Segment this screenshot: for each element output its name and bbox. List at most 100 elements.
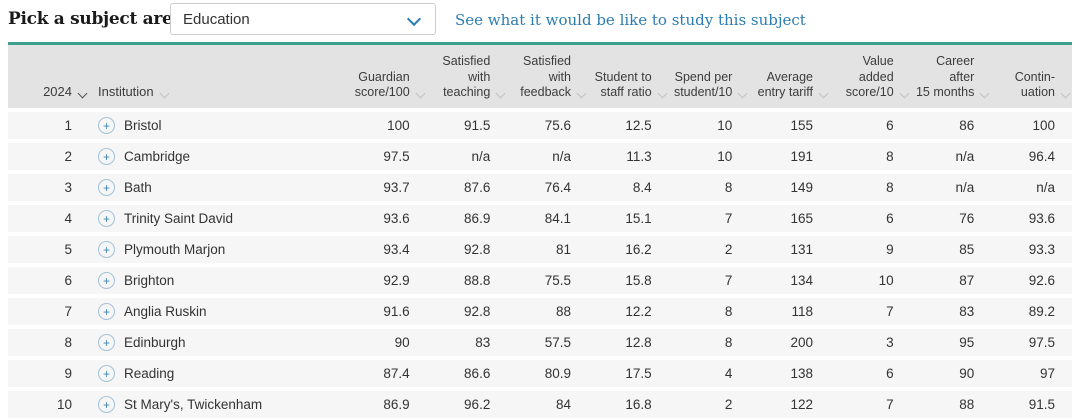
institution-name: Trinity Saint David bbox=[124, 211, 234, 226]
value-cell: 16.8 bbox=[625, 397, 652, 412]
institution-name: Anglia Ruskin bbox=[124, 304, 207, 319]
value-cell: 8 bbox=[724, 180, 733, 195]
value-cell: 95 bbox=[959, 335, 975, 350]
expand-plus-icon[interactable]: + bbox=[98, 365, 115, 382]
value-cell: 87 bbox=[959, 273, 975, 288]
value-cell: 96.2 bbox=[464, 397, 491, 412]
column-header-satisfied-with-feedback[interactable]: Satisfied with feedback bbox=[507, 54, 588, 108]
column-header-contin-uation[interactable]: Contin- uation bbox=[991, 70, 1072, 109]
value-cell: n/a bbox=[955, 180, 975, 195]
value-cell: 100 bbox=[387, 118, 410, 133]
expand-plus-icon[interactable]: + bbox=[98, 179, 115, 196]
table-row: 10 + St Mary's, Twickenham 86.9 96.2 84 16.8 2 1… bbox=[8, 391, 1072, 418]
table-row: 1 + Bristol 100 91.5 75.6 12.5 10 155 6 86 100 bbox=[8, 112, 1072, 139]
column-header-career-after-15-months[interactable]: Career after 15 months bbox=[911, 54, 992, 108]
column-header-label: Guardian score/100 bbox=[354, 69, 410, 99]
column-header-label: Value added score/10 bbox=[845, 54, 894, 99]
rank-cell: 2 bbox=[64, 149, 72, 164]
institution-name: Plymouth Marjon bbox=[124, 242, 226, 257]
value-cell: 92.6 bbox=[1028, 273, 1055, 288]
value-cell: 57.5 bbox=[544, 335, 571, 350]
table-header-row: 2024 Institution Guardian score/100 Satis… bbox=[8, 45, 1072, 108]
subject-dropdown[interactable]: Education bbox=[170, 3, 436, 35]
value-cell: 85 bbox=[959, 242, 975, 257]
institution-name: Cambridge bbox=[124, 149, 191, 164]
value-cell: 97.5 bbox=[1028, 335, 1055, 350]
column-header-year[interactable]: 2024 bbox=[8, 84, 88, 108]
value-cell: 149 bbox=[790, 180, 813, 195]
value-cell: 87.4 bbox=[383, 366, 410, 381]
value-cell: 92.8 bbox=[464, 304, 491, 319]
value-cell: 118 bbox=[791, 304, 813, 319]
expand-plus-icon[interactable]: + bbox=[98, 303, 115, 320]
value-cell: 12.5 bbox=[625, 118, 652, 133]
column-header-label: Satisfied with feedback bbox=[520, 54, 571, 99]
value-cell: 96.4 bbox=[1028, 149, 1055, 164]
expand-plus-icon[interactable]: + bbox=[98, 117, 115, 134]
chevron-down-icon bbox=[406, 11, 422, 27]
column-header-label: Satisfied with teaching bbox=[442, 54, 491, 99]
value-cell: 84 bbox=[555, 397, 571, 412]
column-header-student-to-staff-ratio[interactable]: Student to staff ratio bbox=[588, 70, 669, 109]
institution-cell: + Bristol bbox=[88, 117, 346, 134]
subject-picker-label: Pick a subject area bbox=[8, 9, 184, 29]
sort-chevron-icon bbox=[495, 88, 506, 99]
institution-name: Brighton bbox=[124, 273, 175, 288]
value-cell: 83 bbox=[475, 335, 491, 350]
value-cell: 200 bbox=[790, 335, 813, 350]
rank-cell: 5 bbox=[64, 242, 72, 257]
institution-cell: + Trinity Saint David bbox=[88, 210, 346, 227]
value-cell: 3 bbox=[886, 335, 894, 350]
value-cell: 134 bbox=[790, 273, 813, 288]
value-cell: 75.5 bbox=[544, 273, 571, 288]
column-header-guardian-score-100[interactable]: Guardian score/100 bbox=[346, 70, 427, 109]
rank-cell: 4 bbox=[64, 211, 72, 226]
rank-cell: 3 bbox=[64, 180, 72, 195]
expand-plus-icon[interactable]: + bbox=[98, 148, 115, 165]
institution-cell: + Edinburgh bbox=[88, 334, 346, 351]
sort-chevron-icon bbox=[899, 88, 910, 99]
expand-plus-icon[interactable]: + bbox=[98, 272, 115, 289]
study-subject-link[interactable]: See what it would be like to study this … bbox=[455, 11, 806, 29]
value-cell: 93.6 bbox=[383, 211, 410, 226]
subject-picker-bar: Pick a subject area Education See what i… bbox=[0, 0, 1080, 42]
league-table: 2024 Institution Guardian score/100 Satis… bbox=[8, 45, 1072, 418]
column-header-institution[interactable]: Institution bbox=[88, 84, 346, 108]
institution-name: Bristol bbox=[124, 118, 162, 133]
value-cell: 11.3 bbox=[626, 149, 652, 164]
column-header-label: Average entry tariff bbox=[757, 69, 813, 99]
sort-chevron-icon bbox=[159, 88, 170, 99]
value-cell: 12.8 bbox=[625, 335, 652, 350]
value-cell: 93.4 bbox=[383, 242, 410, 257]
sort-chevron-icon bbox=[1060, 88, 1071, 99]
institution-cell: + Reading bbox=[88, 365, 346, 382]
expand-plus-icon[interactable]: + bbox=[98, 241, 115, 258]
expand-plus-icon[interactable]: + bbox=[98, 334, 115, 351]
value-cell: 16.2 bbox=[625, 242, 652, 257]
column-header-value-added-score-10[interactable]: Value added score/10 bbox=[830, 54, 911, 108]
column-header-institution-label: Institution bbox=[98, 84, 154, 100]
rank-cell: 8 bbox=[64, 335, 72, 350]
value-cell: 10 bbox=[717, 118, 733, 133]
column-header-label: Contin- uation bbox=[1014, 69, 1055, 99]
value-cell: 8 bbox=[886, 180, 894, 195]
value-cell: 8 bbox=[724, 335, 733, 350]
column-header-average-entry-tariff[interactable]: Average entry tariff bbox=[749, 70, 830, 109]
value-cell: 9 bbox=[886, 242, 894, 257]
value-cell: n/a bbox=[552, 149, 571, 164]
rank-cell: 1 bbox=[64, 118, 72, 133]
institution-name: Edinburgh bbox=[124, 335, 186, 350]
column-header-spend-per-student-10[interactable]: Spend per student/10 bbox=[669, 70, 750, 109]
value-cell: 6 bbox=[886, 366, 894, 381]
value-cell: 8 bbox=[886, 149, 894, 164]
column-header-label: Spend per student/10 bbox=[673, 69, 733, 99]
value-cell: 88 bbox=[555, 304, 571, 319]
expand-plus-icon[interactable]: + bbox=[98, 210, 115, 227]
sort-chevron-icon bbox=[818, 88, 829, 99]
value-cell: 75.6 bbox=[544, 118, 571, 133]
value-cell: 93.6 bbox=[1028, 211, 1055, 226]
value-cell: n/a bbox=[955, 149, 975, 164]
value-cell: 87.6 bbox=[464, 180, 491, 195]
expand-plus-icon[interactable]: + bbox=[98, 396, 115, 413]
column-header-satisfied-with-teaching[interactable]: Satisfied with teaching bbox=[427, 54, 508, 108]
